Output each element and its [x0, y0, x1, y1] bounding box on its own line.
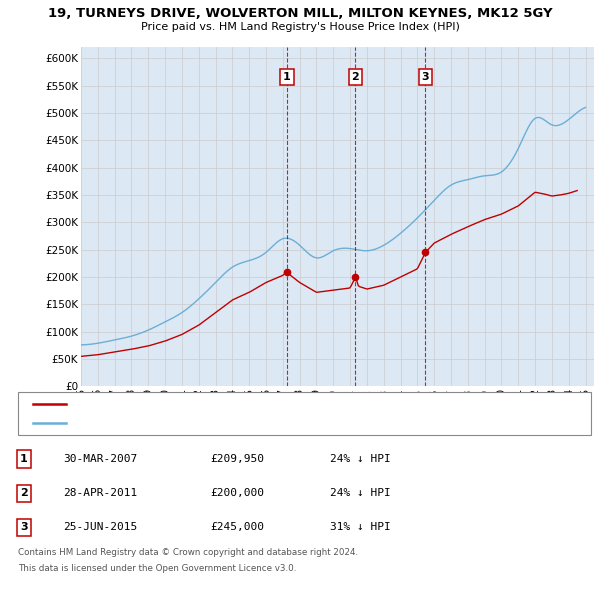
Text: 2: 2	[20, 489, 28, 498]
Text: 24% ↓ HPI: 24% ↓ HPI	[330, 454, 391, 464]
Text: 30-MAR-2007: 30-MAR-2007	[63, 454, 137, 464]
Text: Price paid vs. HM Land Registry's House Price Index (HPI): Price paid vs. HM Land Registry's House …	[140, 22, 460, 32]
Text: 19, TURNEYS DRIVE, WOLVERTON MILL, MILTON KEYNES, MK12 5GY: 19, TURNEYS DRIVE, WOLVERTON MILL, MILTO…	[47, 7, 553, 20]
Text: Contains HM Land Registry data © Crown copyright and database right 2024.: Contains HM Land Registry data © Crown c…	[18, 548, 358, 556]
Text: 1: 1	[20, 454, 28, 464]
Text: 28-APR-2011: 28-APR-2011	[63, 489, 137, 498]
Text: £200,000: £200,000	[210, 489, 264, 498]
Text: HPI: Average price, detached house, Milton Keynes: HPI: Average price, detached house, Milt…	[72, 418, 321, 428]
Text: 3: 3	[422, 73, 429, 82]
Text: 19, TURNEYS DRIVE, WOLVERTON MILL, MILTON KEYNES, MK12 5GY (detached house): 19, TURNEYS DRIVE, WOLVERTON MILL, MILTO…	[72, 399, 491, 409]
Text: 24% ↓ HPI: 24% ↓ HPI	[330, 489, 391, 498]
Text: This data is licensed under the Open Government Licence v3.0.: This data is licensed under the Open Gov…	[18, 564, 296, 573]
Text: £209,950: £209,950	[210, 454, 264, 464]
Text: 2: 2	[352, 73, 359, 82]
Text: 1: 1	[283, 73, 291, 82]
Text: 3: 3	[20, 523, 28, 532]
Text: £245,000: £245,000	[210, 523, 264, 532]
Text: 31% ↓ HPI: 31% ↓ HPI	[330, 523, 391, 532]
Text: 25-JUN-2015: 25-JUN-2015	[63, 523, 137, 532]
